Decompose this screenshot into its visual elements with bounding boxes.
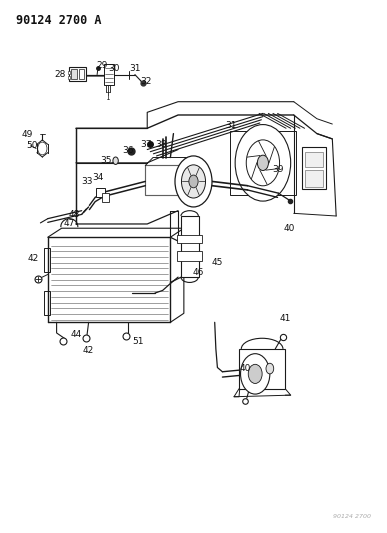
Text: 44: 44 <box>70 330 82 339</box>
Text: 36: 36 <box>122 146 134 155</box>
Text: 42: 42 <box>28 254 39 263</box>
Circle shape <box>189 175 198 188</box>
Text: 42: 42 <box>83 346 94 355</box>
Text: 90124 2700 A: 90124 2700 A <box>16 14 102 27</box>
Bar <box>181 216 199 277</box>
Text: 47: 47 <box>63 220 75 229</box>
Circle shape <box>113 157 118 165</box>
Text: 41: 41 <box>279 314 291 323</box>
Bar <box>302 147 326 189</box>
Text: 31: 31 <box>226 121 237 130</box>
Bar <box>71 69 77 79</box>
Circle shape <box>182 165 205 198</box>
Bar <box>177 235 202 243</box>
Circle shape <box>38 142 47 155</box>
Text: 32: 32 <box>141 77 152 86</box>
Bar <box>145 165 190 195</box>
Text: 29: 29 <box>96 61 108 70</box>
Text: 37: 37 <box>141 140 152 149</box>
Text: 40: 40 <box>240 364 251 373</box>
Bar <box>177 251 202 261</box>
Bar <box>69 67 86 82</box>
Text: 38: 38 <box>155 140 166 149</box>
Text: 39: 39 <box>272 165 283 174</box>
Text: 34: 34 <box>92 173 104 182</box>
Circle shape <box>175 156 212 207</box>
Text: 35: 35 <box>100 156 111 165</box>
Bar <box>305 152 323 166</box>
Circle shape <box>241 354 270 394</box>
Bar <box>44 248 50 272</box>
Text: 31: 31 <box>129 64 140 73</box>
Text: 90124 2700: 90124 2700 <box>333 514 371 519</box>
Bar <box>305 169 323 187</box>
Text: 45: 45 <box>212 258 223 266</box>
Bar <box>96 188 105 197</box>
Text: 48: 48 <box>69 210 80 219</box>
Text: 28: 28 <box>55 70 66 78</box>
Circle shape <box>266 364 274 374</box>
Text: 51: 51 <box>132 337 143 346</box>
Bar <box>145 165 190 195</box>
Text: 30: 30 <box>109 64 120 73</box>
Text: 50: 50 <box>27 141 38 150</box>
Bar <box>44 292 50 316</box>
Text: 49: 49 <box>21 130 33 139</box>
Bar <box>239 349 285 389</box>
Circle shape <box>248 365 262 383</box>
Circle shape <box>235 125 291 201</box>
Bar <box>104 64 114 85</box>
Bar <box>68 71 70 74</box>
Text: 46: 46 <box>192 269 204 277</box>
Circle shape <box>246 140 279 186</box>
Circle shape <box>257 155 269 171</box>
Bar <box>230 131 296 195</box>
Bar <box>79 69 84 79</box>
Text: 40: 40 <box>283 224 295 233</box>
Bar <box>68 76 70 79</box>
Text: 33: 33 <box>82 177 93 186</box>
Bar <box>102 193 110 201</box>
